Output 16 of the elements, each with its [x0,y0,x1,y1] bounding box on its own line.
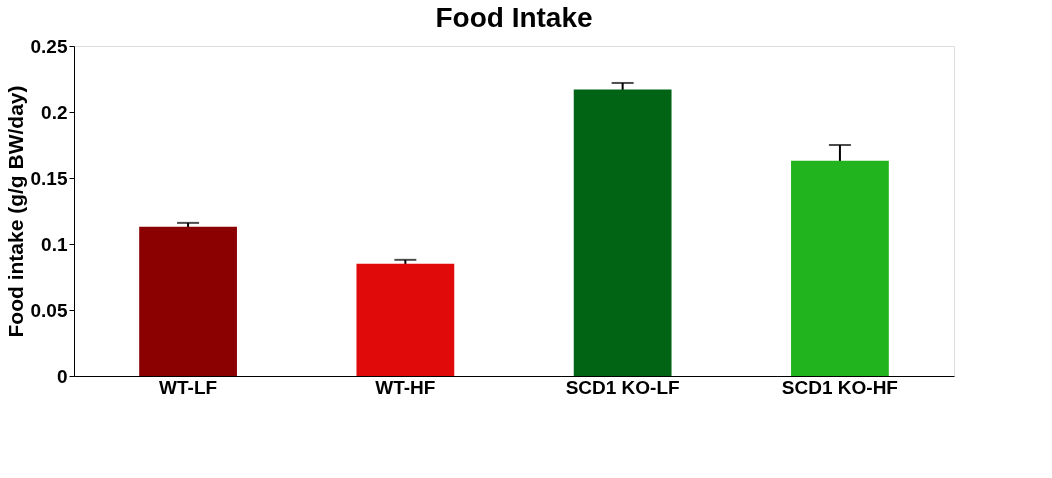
bar [791,160,889,376]
y-tick-label: 0.2 [41,101,68,123]
y-tick-label: 0.15 [30,167,68,189]
bar [139,226,237,376]
x-tick-label: WT-LF [159,376,218,398]
y-tick-label: 0.05 [30,299,68,321]
x-tick-label: SCD1 KO-LF [565,376,680,398]
bar [573,89,672,376]
bar [356,263,455,376]
y-tick-label: 0.25 [30,35,68,57]
x-tick-label: SCD1 KO-HF [781,376,898,398]
x-tick-label: WT-HF [375,376,436,398]
y-axis-title: Food intake (g/g BW/day) [3,85,27,338]
y-tick-label: 0 [56,365,68,387]
y-tick-label: 0.1 [41,233,68,255]
chart-title: Food Intake [435,2,593,33]
